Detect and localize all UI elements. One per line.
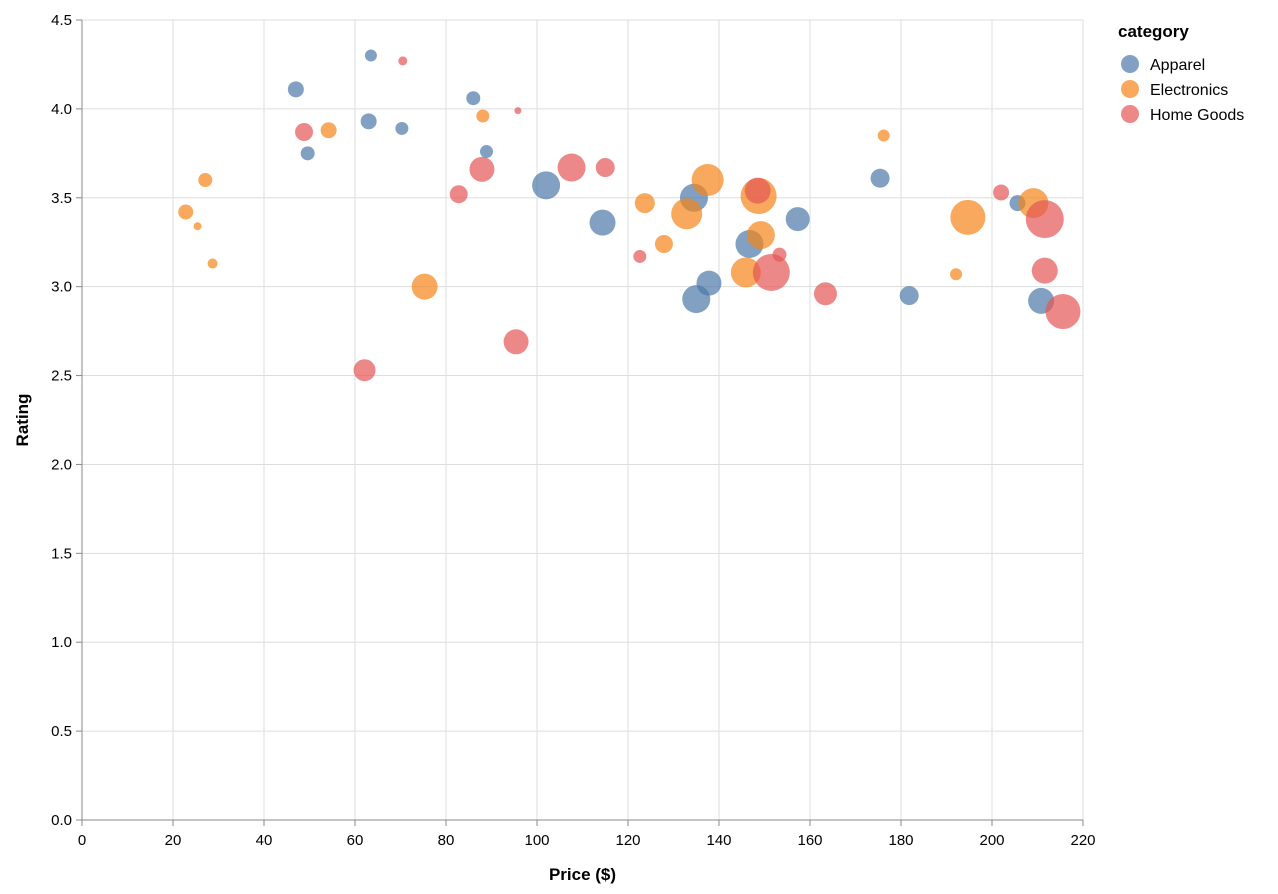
data-point-electronics xyxy=(671,198,703,230)
y-tick-label: 0.5 xyxy=(51,723,72,740)
data-point-home-goods xyxy=(503,329,529,355)
data-point-electronics xyxy=(411,273,438,300)
x-tick-label: 160 xyxy=(797,832,822,849)
axes: 0 20 40 60 80 100 120 140 160 180 200 220 0.0 0.5 1.0 1… xyxy=(51,12,1095,849)
data-point-apparel xyxy=(696,270,722,296)
data-point-home-goods xyxy=(744,177,771,204)
data-point-home-goods xyxy=(449,185,468,204)
y-tick-label: 1.0 xyxy=(51,634,72,651)
data-point-home-goods xyxy=(557,153,586,182)
legend-label: Electronics xyxy=(1150,82,1228,99)
x-tick-label: 140 xyxy=(706,832,731,849)
x-tick-label: 40 xyxy=(256,832,273,849)
x-tick-label: 220 xyxy=(1070,832,1095,849)
data-point-electronics xyxy=(691,164,724,196)
data-point-apparel xyxy=(899,286,919,306)
data-point-home-goods xyxy=(469,156,495,182)
data-point-apparel xyxy=(785,207,810,232)
data-point-home-goods xyxy=(772,247,787,262)
data-point-electronics xyxy=(320,122,337,139)
data-point-electronics xyxy=(746,221,775,250)
data-point-home-goods xyxy=(514,107,522,115)
data-point-electronics xyxy=(193,222,202,231)
y-tick-label: 4.0 xyxy=(51,101,72,118)
data-point-home-goods xyxy=(595,158,615,178)
data-points xyxy=(178,49,1081,382)
data-point-apparel xyxy=(479,145,493,159)
y-tick-label: 2.0 xyxy=(51,456,72,473)
legend-label: Apparel xyxy=(1150,57,1205,74)
grid xyxy=(81,19,1084,821)
x-tick-label: 60 xyxy=(347,832,364,849)
legend-title: category xyxy=(1118,22,1189,41)
data-point-apparel xyxy=(300,146,315,161)
legend-swatch xyxy=(1121,55,1139,73)
data-point-home-goods xyxy=(633,249,647,263)
data-point-home-goods xyxy=(398,56,408,66)
x-tick-label: 200 xyxy=(979,832,1004,849)
data-point-home-goods xyxy=(295,123,314,141)
legend-swatch xyxy=(1121,80,1139,98)
x-axis-title: Price ($) xyxy=(549,865,616,884)
data-point-apparel xyxy=(466,91,481,106)
data-point-electronics xyxy=(877,129,890,142)
x-tick-label: 180 xyxy=(888,832,913,849)
x-tick-label: 80 xyxy=(438,832,455,849)
data-point-apparel xyxy=(395,121,409,135)
x-tick-label: 120 xyxy=(615,832,640,849)
y-tick-label: 4.5 xyxy=(51,12,72,29)
data-point-home-goods xyxy=(1025,200,1064,239)
data-point-electronics xyxy=(950,199,986,235)
data-point-electronics xyxy=(634,193,655,214)
data-point-home-goods xyxy=(813,282,837,306)
data-point-electronics xyxy=(476,109,490,123)
data-point-apparel xyxy=(364,49,377,62)
data-point-electronics xyxy=(730,257,761,288)
legend-label: Home Goods xyxy=(1150,107,1244,124)
data-point-home-goods xyxy=(353,359,376,382)
y-axis-title: Rating xyxy=(13,394,32,447)
data-point-electronics xyxy=(178,204,194,220)
data-point-apparel xyxy=(870,168,890,188)
data-point-electronics xyxy=(654,235,673,253)
y-tick-label: 3.5 xyxy=(51,190,72,207)
data-point-electronics xyxy=(198,173,213,187)
x-tick-label: 100 xyxy=(524,832,549,849)
data-point-home-goods xyxy=(1045,294,1081,330)
y-tick-label: 1.5 xyxy=(51,545,72,562)
data-point-electronics xyxy=(207,258,218,269)
data-point-home-goods xyxy=(1031,257,1058,284)
data-point-electronics xyxy=(950,268,963,281)
y-tick-label: 0.0 xyxy=(51,812,72,829)
legend-swatch xyxy=(1121,105,1139,123)
data-point-apparel xyxy=(360,113,377,130)
data-point-home-goods xyxy=(752,253,790,291)
data-point-home-goods xyxy=(993,184,1010,201)
legend: category Apparel Electronics Home Goods xyxy=(1118,22,1244,124)
x-tick-label: 0 xyxy=(78,832,86,849)
data-point-apparel xyxy=(287,81,304,98)
data-point-apparel xyxy=(589,209,616,236)
x-tick-label: 20 xyxy=(165,832,182,849)
data-point-apparel xyxy=(532,171,561,200)
y-tick-label: 3.0 xyxy=(51,279,72,296)
y-tick-label: 2.5 xyxy=(51,368,72,385)
